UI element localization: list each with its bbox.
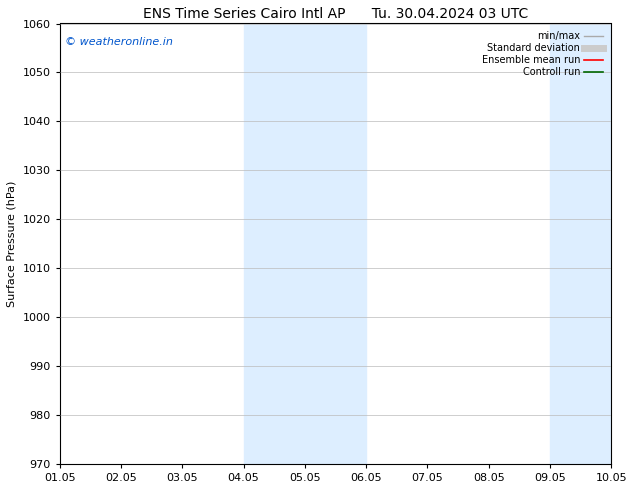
- Y-axis label: Surface Pressure (hPa): Surface Pressure (hPa): [7, 181, 17, 307]
- Bar: [243, 24, 366, 464]
- Bar: [550, 24, 634, 464]
- Text: © weatheronline.in: © weatheronline.in: [65, 37, 173, 47]
- Legend: min/max, Standard deviation, Ensemble mean run, Controll run: min/max, Standard deviation, Ensemble me…: [479, 28, 606, 80]
- Title: ENS Time Series Cairo Intl AP      Tu. 30.04.2024 03 UTC: ENS Time Series Cairo Intl AP Tu. 30.04.…: [143, 7, 528, 21]
